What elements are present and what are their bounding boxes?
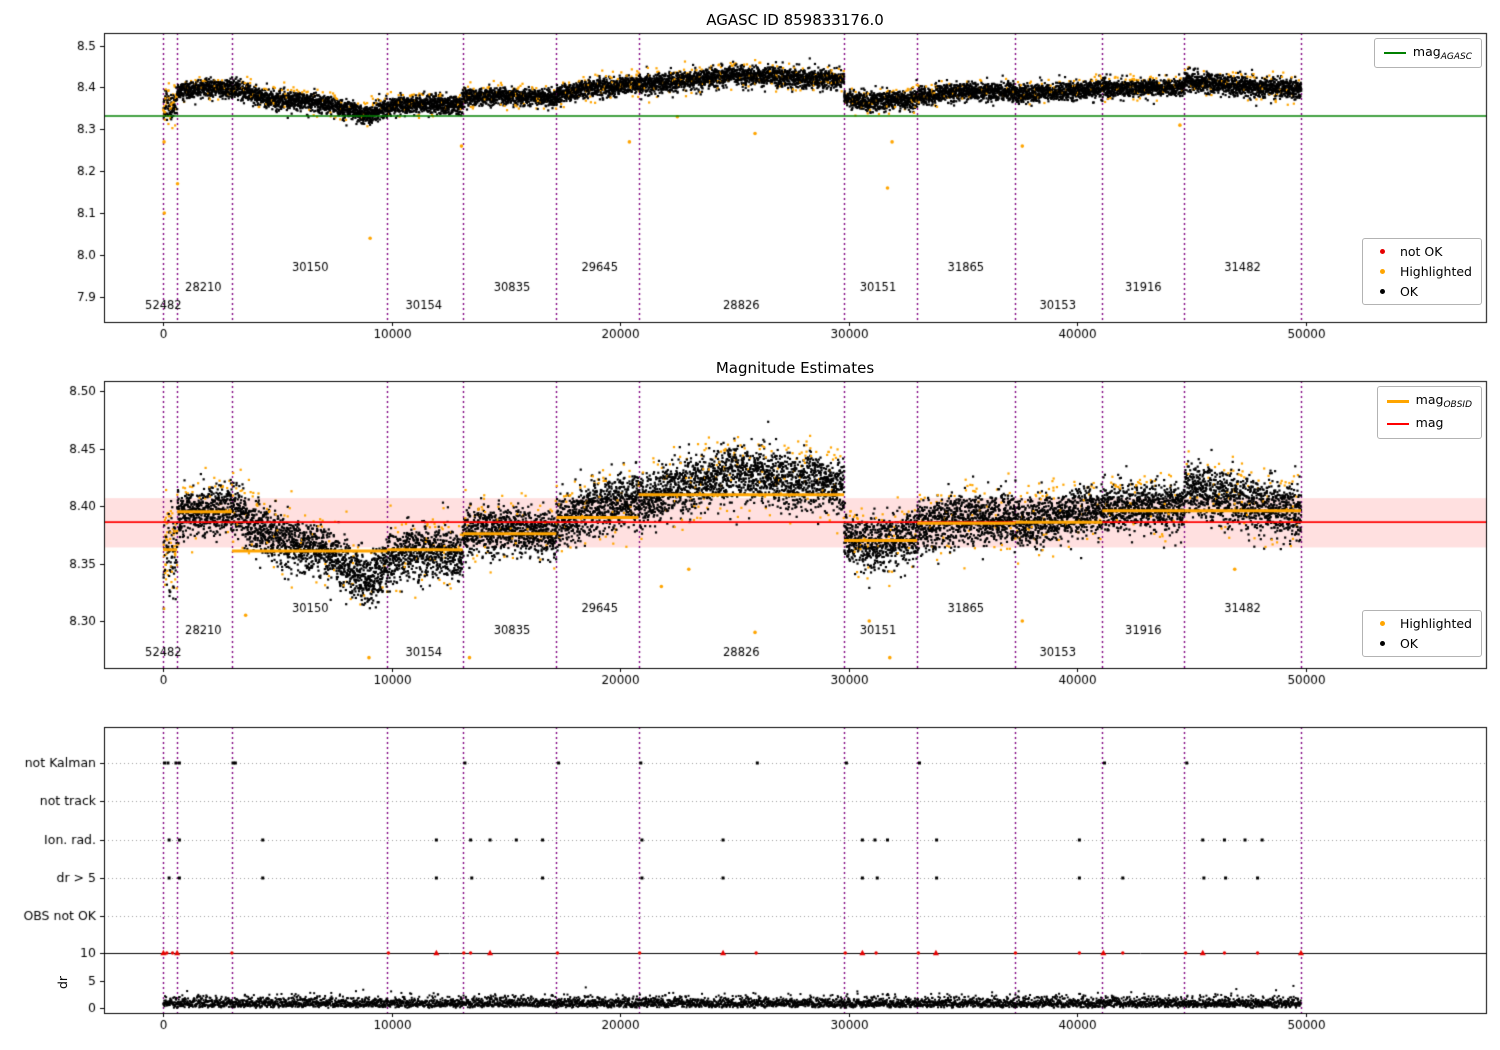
not-ok-label: not OK: [1399, 244, 1443, 259]
chart1-line-legend: magAGASC: [1373, 38, 1482, 68]
mag-label: mag: [1415, 415, 1444, 430]
legend-row-highlighted: Highlighted: [1372, 264, 1472, 279]
chart2-line-legend: magOBSID mag: [1376, 386, 1482, 439]
legend-row-not-ok: not OK: [1372, 244, 1472, 259]
dr-axis-label: dr: [55, 975, 71, 990]
legend-row-mag-agasc: magAGASC: [1383, 44, 1472, 62]
highlighted-dot-2: [1379, 621, 1385, 626]
mag-agasc-label: magAGASC: [1412, 44, 1472, 62]
mag-agasc-line-swatch: [1383, 52, 1406, 54]
highlighted-label: Highlighted: [1399, 264, 1472, 279]
ok-dot-2: [1379, 641, 1385, 646]
not-ok-dot: [1379, 249, 1385, 254]
chart2-point-legend: Highlighted OK: [1361, 610, 1482, 657]
chart1-title: AGASC ID 859833176.0: [706, 11, 884, 29]
chart2-title: Magnitude Estimates: [715, 359, 875, 377]
legend-row-mag: mag: [1386, 415, 1472, 433]
ok-label-2: OK: [1399, 636, 1418, 651]
mag-obsid-label: magOBSID: [1415, 392, 1472, 410]
ok-label: OK: [1399, 284, 1418, 299]
legend-row-mag-obsid: magOBSID: [1386, 392, 1472, 410]
legend-row-ok-2: OK: [1372, 636, 1472, 651]
ok-dot: [1379, 289, 1385, 294]
legend-row-ok: OK: [1372, 284, 1472, 299]
highlighted-label-2: Highlighted: [1399, 616, 1472, 631]
highlighted-dot: [1379, 269, 1385, 274]
legend-row-highlighted-2: Highlighted: [1372, 616, 1472, 631]
mag-line-swatch: [1386, 423, 1409, 425]
chart1-point-legend: not OK Highlighted OK: [1361, 238, 1482, 305]
mag-obsid-line-swatch: [1386, 399, 1409, 403]
